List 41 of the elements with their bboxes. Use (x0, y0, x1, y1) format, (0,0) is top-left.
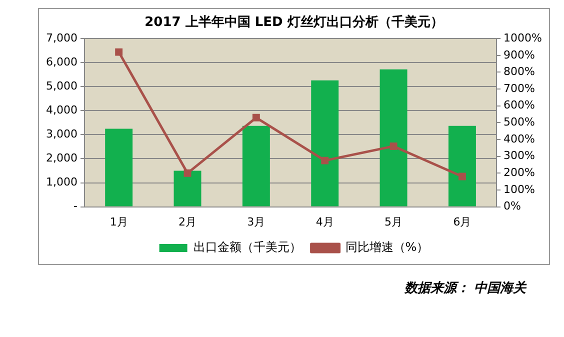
y-tick-label: 5,000 (46, 80, 78, 93)
x-tick-label: 3月 (247, 215, 266, 228)
y-tick-label: - (74, 200, 78, 213)
y-tick-label: 4,000 (46, 104, 78, 117)
point (184, 169, 192, 177)
y2-tick-label: 0% (504, 200, 522, 213)
x-tick-label: 1月 (110, 215, 128, 228)
y-tick-label: 2,000 (46, 152, 78, 165)
chart-title: 2017 上半年中国 LED 灯丝灯出口分析（千美元） (144, 14, 444, 30)
bar (174, 170, 202, 206)
point (252, 114, 260, 122)
y-tick-label: 3,000 (46, 128, 78, 141)
y2-tick-label: 700% (504, 82, 536, 95)
bar (380, 69, 408, 206)
point (390, 142, 398, 150)
point (115, 48, 123, 56)
y-tick-label: 7,000 (46, 31, 78, 44)
y2-tick-label: 900% (504, 48, 536, 62)
point (321, 156, 329, 164)
bar (311, 80, 339, 206)
source-note: 数据来源： 中国海关 (403, 280, 528, 297)
bar (448, 126, 476, 206)
bar (105, 128, 133, 206)
bar (242, 126, 270, 206)
y2-tick-label: 300% (504, 149, 536, 162)
legend-label: 出口金额（千美元） (193, 240, 302, 254)
x-tick-label: 5月 (384, 215, 403, 228)
point (458, 172, 466, 180)
x-tick-label: 4月 (316, 215, 334, 228)
y2-tick-label: 200% (504, 166, 536, 180)
y2-tick-label: 100% (504, 182, 536, 196)
y2-tick-label: 600% (504, 98, 536, 112)
y-tick-label: 1,000 (46, 176, 78, 189)
y2-tick-label: 500% (504, 116, 536, 129)
y2-tick-label: 800% (504, 65, 536, 78)
x-tick-label: 6月 (453, 215, 472, 228)
y2-tick-label: 400% (504, 132, 536, 146)
y-tick-label: 6,000 (46, 55, 78, 68)
x-tick-label: 2月 (178, 215, 197, 228)
legend-label: 同比增速（%） (345, 240, 429, 254)
y2-tick-label: 1000% (504, 31, 542, 44)
